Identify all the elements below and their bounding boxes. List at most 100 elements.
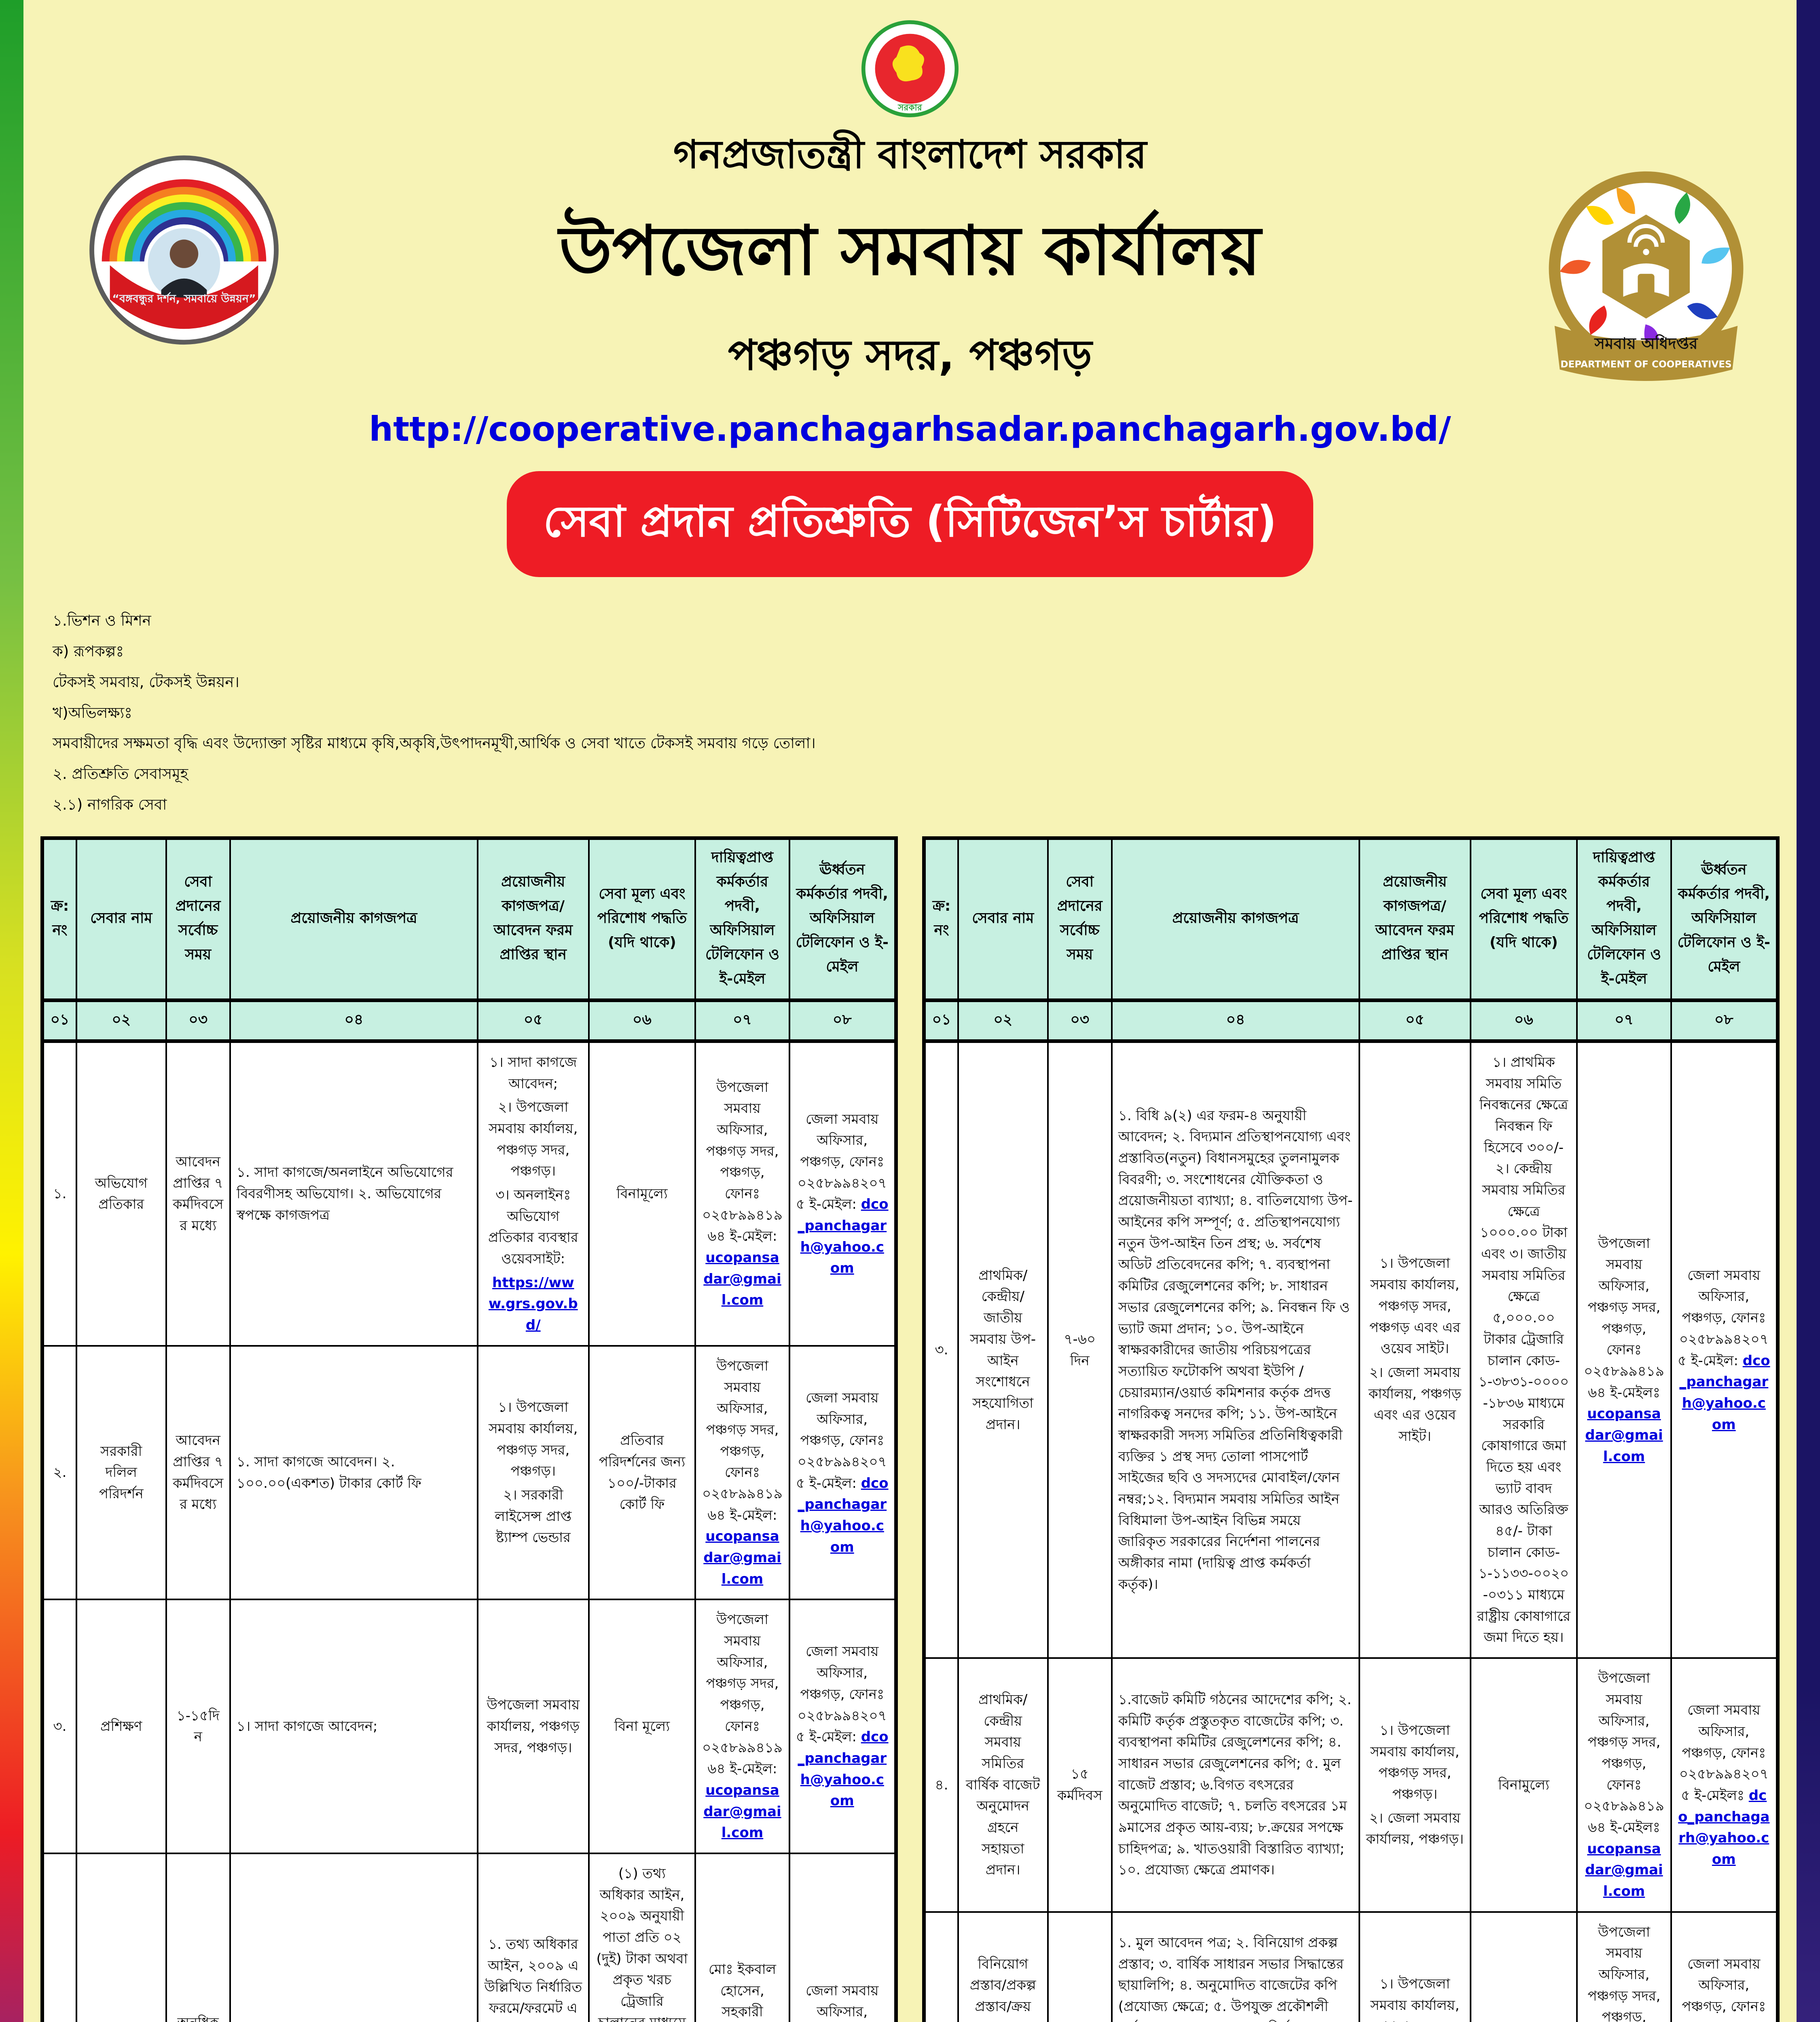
dept-logo-en-text: DEPARTMENT OF COOPERATIVES xyxy=(1560,360,1731,370)
table-cell: ১। প্রাথমিক সমবায় সমিতি নিবন্ধনের ক্ষেত… xyxy=(1469,1040,1578,1659)
table-row: ৩. প্রাথমিক/কেন্দ্রীয়/ জাতীয় সমবায় উপ-… xyxy=(923,1040,1779,1659)
column-header: প্রয়োজনীয় কাগজপত্র xyxy=(229,837,479,1001)
column-number: ০৪ xyxy=(1111,998,1361,1043)
table-cell: প্রশিক্ষণ xyxy=(75,1599,167,1854)
table-row: ২. সরকারী দলিল পরিদর্শন আবেদন প্রাপ্তির ৭ … xyxy=(41,1345,897,1601)
link[interactable]: dco_panchagarh@yahoo.com xyxy=(798,1475,889,1555)
table-cell: ১। সাদা কাগজে আবেদন; ২। উপজেলা সমবায় কার… xyxy=(477,1040,590,1347)
table-cell: জেলা সমবায় অফিসার, পঞ্চগড়, ফোনঃ ০২৫৮৯৯… xyxy=(1670,1911,1779,2022)
table-cell: আবেদন প্রাপ্তির ৭ কর্মদিবসের মধ্যে xyxy=(165,1345,231,1601)
link[interactable]: dco_panchagarh@yahoo.com xyxy=(1678,1787,1770,1868)
column-number: ০২ xyxy=(957,998,1049,1043)
column-number: ০১ xyxy=(41,998,77,1043)
page-header: “বঙ্গবন্ধুর দর্শন, সমবায়ে উন্নয়ন” xyxy=(40,20,1780,577)
table-cell: ১৫ কর্মদিবস xyxy=(1047,1911,1113,2022)
vision-mission-line: টেকসই সমবায়, টেকসই উন্নয়ন। xyxy=(53,673,239,691)
table-cell: ৩. xyxy=(923,1040,959,1659)
vision-mission-line: ক) রূপকল্পঃ xyxy=(53,642,124,660)
link[interactable]: ucopansadar@gmail.com xyxy=(703,1250,781,1309)
table-row: ১. অভিযোগ প্রতিকার আবেদন প্রাপ্তির ৭ কর্মদ… xyxy=(41,1040,897,1347)
content-columns: ক্র: নং সেবার নাম সেবা প্রদানের সর্বোচ্চ স… xyxy=(40,836,1780,2022)
column-number: ০৫ xyxy=(477,998,590,1043)
table-cell: জেলা সমবায় অফিসার, পঞ্চগড়, ফোনঃ ০২৫৮৯৯… xyxy=(788,1599,897,1854)
table-row: ৩. প্রশিক্ষণ ১-১৫দিন ১। সাদা কাগজে আবেদন; উপ… xyxy=(41,1599,897,1854)
vision-mission-block: ১.ভিশন ও মিশন ক) রূপকল্পঃ টেকসই সমবায়, টে… xyxy=(53,605,1780,820)
link[interactable]: https://www.grs.gov.bd/ xyxy=(488,1274,578,1334)
table-cell: জেলা সমবায় অফিসার, পঞ্চগড়, ফোনঃ ০২৫৮৯৯… xyxy=(1670,1657,1779,1913)
table-cell: ১-১৫দিন xyxy=(165,1599,231,1854)
column-number: ০৫ xyxy=(1359,998,1471,1043)
left-column: ক্র: নং সেবার নাম সেবা প্রদানের সর্বোচ্চ স… xyxy=(40,836,898,2022)
table-row: ৫.বিনিয়োগ প্রস্তাব/প্রকল্প প্রস্তাব/ক্র… xyxy=(923,1911,1779,2022)
link[interactable]: ucopansadar@gmail.com xyxy=(703,1528,781,1587)
table-cell: আবেদন প্রাপ্তির ৭ কর্মদিবসের মধ্যে xyxy=(165,1040,231,1347)
table-cell: বিনিয়োগ প্রস্তাব/প্রকল্প প্রস্তাব/ক্রয়… xyxy=(957,1911,1049,2022)
column-header: ঊর্ধ্বতন কর্মকর্তার পদবী, অফিসিয়াল টেলি… xyxy=(1670,837,1779,1001)
link[interactable]: ucopansadar@gmail.com xyxy=(1585,1406,1663,1465)
table-cell: ৪. xyxy=(923,1657,959,1913)
column-header: সেবা মূল্য এবং পরিশোধ পদ্ধতি (যদি থাকে) xyxy=(1469,837,1578,1001)
table-cell: উপজেলা সমবায় অফিসার, পঞ্চগড় সদর, পঞ্চগ… xyxy=(1576,1040,1672,1659)
table-cell: ৭-৬০ দিন xyxy=(1047,1040,1113,1659)
table-cell: ১. সাদা কাগজে/অনলাইনে অভিযোগের বিবরণীসহ … xyxy=(229,1040,479,1347)
column-header: দায়িত্বপ্রাপ্ত কর্মকর্তার পদবী, অফিসিয়… xyxy=(1576,837,1672,1001)
table-header-row: ক্র: নং সেবার নাম সেবা প্রদানের সর্বোচ্চ স… xyxy=(923,837,1779,1001)
column-header: ক্র: নং xyxy=(41,837,77,1001)
column-header: ক্র: নং xyxy=(923,837,959,1001)
table-cell: উপজেলা সমবায় অফিসার, পঞ্চগড় সদর, পঞ্চগ… xyxy=(1576,1911,1672,2022)
table-cell: তথ্য অধিকার আইন, ২০০৯ অনুযায়ী তথ্য প্রদ… xyxy=(75,1852,167,2022)
column-header: ঊর্ধ্বতন কর্মকর্তার পদবী, অফিসিয়াল টেলি… xyxy=(788,837,897,1001)
table-cell: ১. বিধি ৯(২) এর ফরম-৪ অনুযায়ী আবেদন; ২.… xyxy=(1111,1040,1361,1659)
column-number: ০৩ xyxy=(165,998,231,1043)
column-number: ০৬ xyxy=(1469,998,1578,1043)
table-cell: প্রতিবার পরিদর্শনের জন্য ১০০/-টাকার কোর্… xyxy=(588,1345,696,1601)
column-number: ০২ xyxy=(75,998,167,1043)
column-number: ০৪ xyxy=(229,998,479,1043)
bangabandhu-emblem: “বঙ্গবন্ধুর দর্শন, সমবায়ে উন্নয়ন” xyxy=(89,154,279,356)
link[interactable]: dco_panchagarh@yahoo.com xyxy=(1679,1352,1770,1433)
left-border-stripe xyxy=(0,0,23,2022)
government-title: গনপ্রজাতন্ত্রী বাংলাদেশ সরকার xyxy=(673,132,1147,177)
column-header: প্রয়োজনীয় কাগজপত্র/আবেদন ফরম প্রাপ্তির… xyxy=(477,837,590,1001)
link[interactable]: dco_panchagarh@yahoo.com xyxy=(798,1196,889,1277)
dept-of-cooperatives-logo: সমবায় অধিদপ্তর DEPARTMENT OF COOPERATIV… xyxy=(1541,170,1751,388)
column-number: ০৮ xyxy=(1670,998,1779,1043)
column-header: সেবা মূল্য এবং পরিশোধ পদ্ধতি (যদি থাকে) xyxy=(588,837,696,1001)
column-number: ০৬ xyxy=(588,998,696,1043)
citizen-services-table: ক্র: নং সেবার নাম সেবা প্রদানের সর্বোচ্চ স… xyxy=(40,836,898,2022)
office-website-link[interactable]: http://cooperative.panchagarhsadar.panch… xyxy=(369,409,1451,449)
vision-mission-line: সমবায়ীদের সক্ষমতা বৃদ্ধি এবং উদ্যোক্তা … xyxy=(53,734,816,752)
column-number: ০৩ xyxy=(1047,998,1113,1043)
table-cell: বিনামূল্যে xyxy=(588,1040,696,1347)
table-cell: উপজেলা সমবায় অফিসার, পঞ্চগড় সদর, পঞ্চগ… xyxy=(694,1040,790,1347)
table-cell: ১। উপজেলা সমবায় কার্যালয়, পঞ্চগড় সদর,… xyxy=(477,1345,590,1601)
column-header: প্রয়োজনীয় কাগজপত্র xyxy=(1111,837,1361,1001)
link[interactable]: ucopansadar@gmail.com xyxy=(1585,1840,1663,1900)
link[interactable]: dco_panchagarh@yahoo.com xyxy=(798,1729,889,1809)
table-cell: বিনামুল্যে xyxy=(1469,1911,1578,2022)
table-header-row: ক্র: নং সেবার নাম সেবা প্রদানের সর্বোচ্চ স… xyxy=(41,837,897,1001)
column-number: ০৮ xyxy=(788,998,897,1043)
table-row: ৪.তথ্য অধিকার আইন, ২০০৯ অনুযায়ী তথ্য প্… xyxy=(41,1852,897,2022)
right-column: ক্র: নং সেবার নাম সেবা প্রদানের সর্বোচ্চ স… xyxy=(922,836,1780,2022)
table-cell: প্রাথমিক/ কেন্দ্রীয় সমবায় সমিতির বার্ষ… xyxy=(957,1657,1049,1913)
vision-mission-line: ২.১) নাগরিক সেবা xyxy=(53,796,167,814)
institutional-services-table-continued: ক্র: নং সেবার নাম সেবা প্রদানের সর্বোচ্চ স… xyxy=(922,836,1780,2022)
table-cell: ১. xyxy=(41,1040,77,1347)
table-cell: জেলা সমবায় অফিসার, পঞ্চগড়, ফোনঃ ০২৫৮৯৯… xyxy=(788,1345,897,1601)
column-header: দায়িত্বপ্রাপ্ত কর্মকর্তার পদবী, অফিসিয়… xyxy=(694,837,790,1001)
column-header: প্রয়োজনীয় কাগজপত্র/আবেদন ফরম প্রাপ্তির… xyxy=(1359,837,1471,1001)
table-cell: উপজেলা সমবায় অফিসার, পঞ্চগড় সদর, পঞ্চগ… xyxy=(694,1599,790,1854)
table-cell: ১.বাজেট কমিটি গঠনের আদেশের কপি; ২. কমিটি… xyxy=(1111,1657,1361,1913)
svg-text:সরকার: সরকার xyxy=(897,103,923,113)
dept-logo-graphic: সমবায় অধিদপ্তর DEPARTMENT OF COOPERATIV… xyxy=(1549,171,1744,381)
column-header: সেবার নাম xyxy=(75,837,167,1001)
charter-banner: সেবা প্রদান প্রতিশ্রুতি (সিটিজেন’স চার্ট… xyxy=(507,471,1313,577)
table-cell: ১. তথ্য অধিকার আইন, ২০০৯ এ উল্লিখিত নির্… xyxy=(477,1852,590,2022)
table-cell: তথ্য অধিকার আইন, ২০০৯ এ উল্লিখিত নির্ধার… xyxy=(229,1852,479,2022)
table-cell: বিনামুল্যে xyxy=(1469,1657,1578,1913)
table-cell: উপজেলা সমবায় অফিসার, পঞ্চগড় সদর, পঞ্চগ… xyxy=(1576,1657,1672,1913)
office-location: পঞ্চগড় সদর, পঞ্চগড় xyxy=(728,330,1092,380)
link[interactable]: ucopansadar@gmail.com xyxy=(703,1782,781,1841)
